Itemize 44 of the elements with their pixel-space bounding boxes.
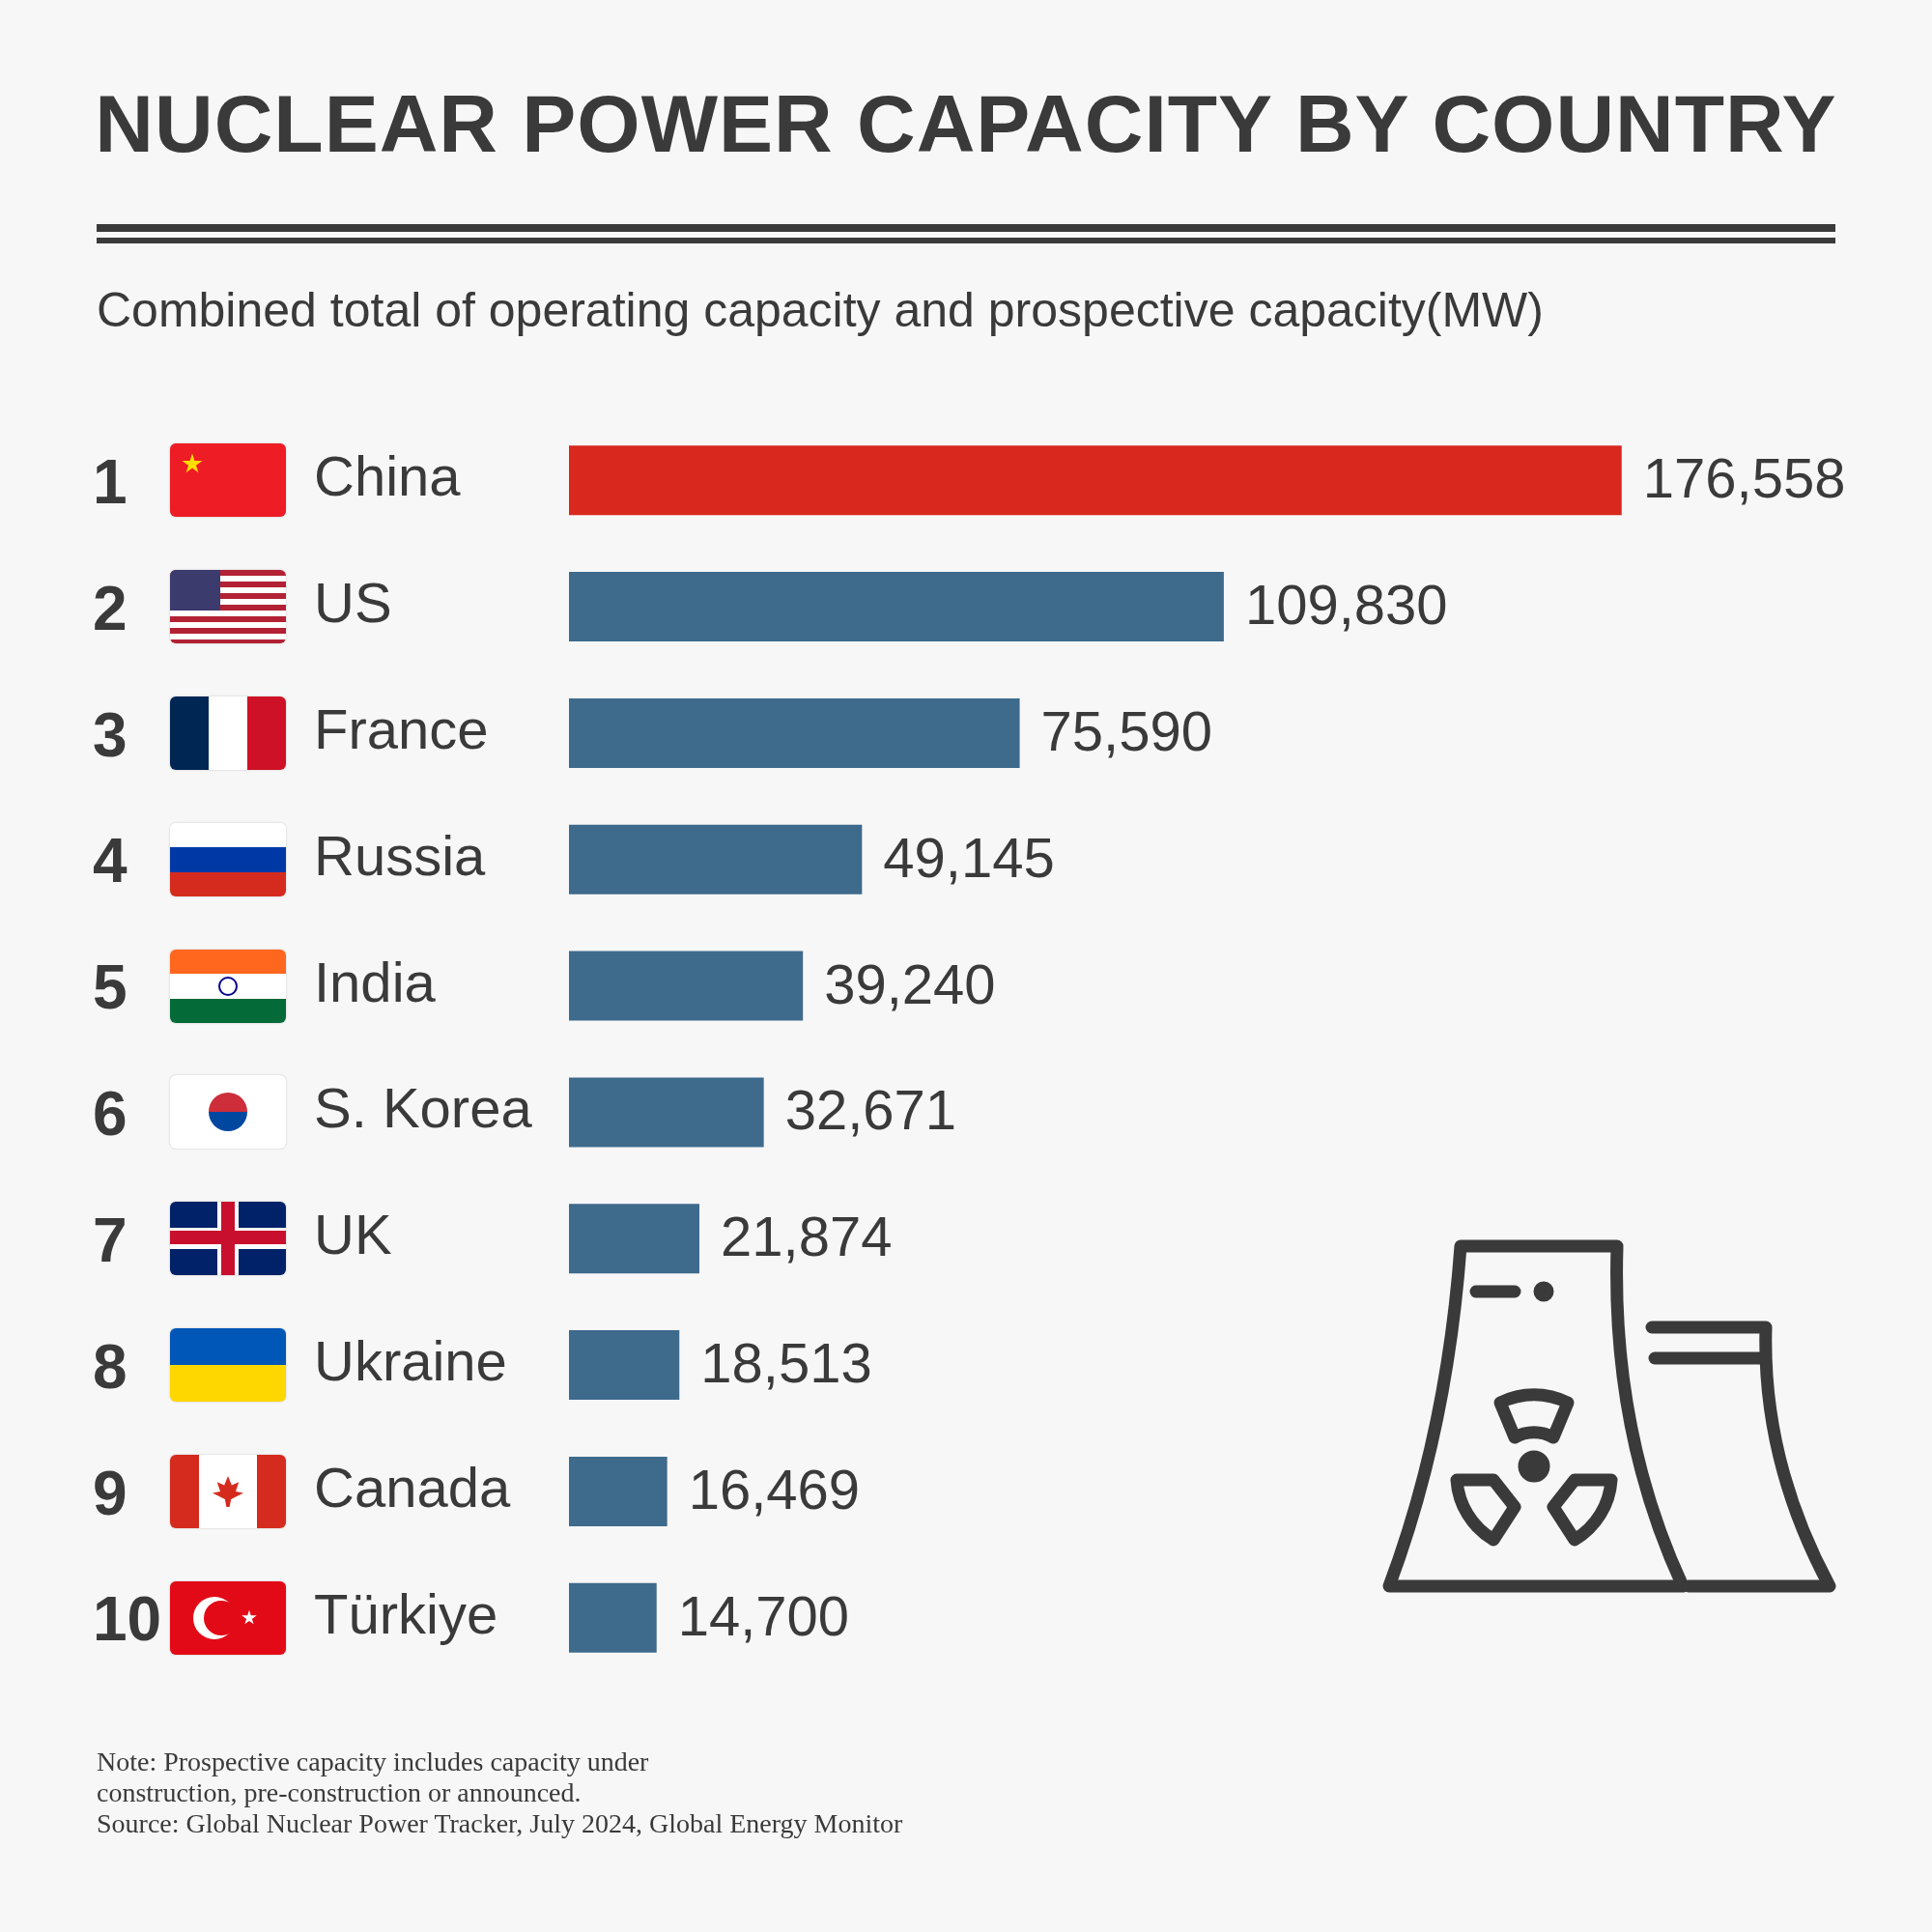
data-label: 18,513 [700, 1331, 872, 1395]
chart-subtitle: Combined total of operating capacity and prospective capacity(MW) [97, 282, 1545, 338]
text: 10 [93, 1584, 162, 1655]
data-label: 39,240 [824, 952, 996, 1015]
text: 7 [93, 1205, 128, 1275]
data-label: 32,671 [784, 1078, 957, 1142]
text: 4 [93, 826, 128, 896]
bar [569, 1204, 700, 1274]
chart-title: NUCLEAR POWER CAPACITY BY COUNTRY [94, 77, 1838, 171]
text: 8 [93, 1331, 128, 1402]
y-tick-label: Türkiye [314, 1581, 498, 1645]
y-tick-label: Ukraine [314, 1329, 507, 1393]
y-tick-label: Russia [314, 823, 487, 887]
text: 3 [93, 699, 128, 770]
data-label: 109,830 [1244, 573, 1448, 637]
data-label: 176,558 [1642, 446, 1846, 510]
text: 9 [93, 1458, 128, 1528]
bar [569, 824, 863, 895]
text: 1 [93, 446, 128, 517]
bar [569, 572, 1224, 642]
text: Note: Prospective capacity includes capacity under construction, pre-construction or announced. [97, 1747, 650, 1808]
y-tick-label: France [314, 696, 489, 760]
bar [569, 1077, 764, 1148]
bar [569, 1330, 680, 1401]
data-label: 16,469 [688, 1457, 861, 1520]
source-note: Source: Global Nuclear Power Tracker, July 2024, Global Energy Monitor [97, 1808, 904, 1839]
y-tick-label: India [314, 950, 437, 1013]
y-tick-label: UK [314, 1203, 392, 1266]
y-tick-label: Canada [314, 1455, 511, 1519]
bar [569, 445, 1622, 516]
data-label: 49,145 [883, 825, 1055, 889]
y-tick-label: China [314, 444, 462, 508]
y-tick-label: US [314, 571, 392, 635]
data-label: 75,590 [1040, 698, 1212, 762]
data-label: 21,874 [721, 1205, 893, 1268]
bar [569, 697, 1020, 768]
text: 5 [93, 952, 128, 1023]
y-tick-label: S. Korea [314, 1076, 533, 1140]
bar [569, 951, 804, 1021]
bar [569, 1582, 657, 1653]
bar [569, 1456, 668, 1526]
text: 6 [93, 1079, 128, 1150]
text: 2 [93, 573, 128, 643]
data-label: 14,700 [677, 1583, 850, 1647]
